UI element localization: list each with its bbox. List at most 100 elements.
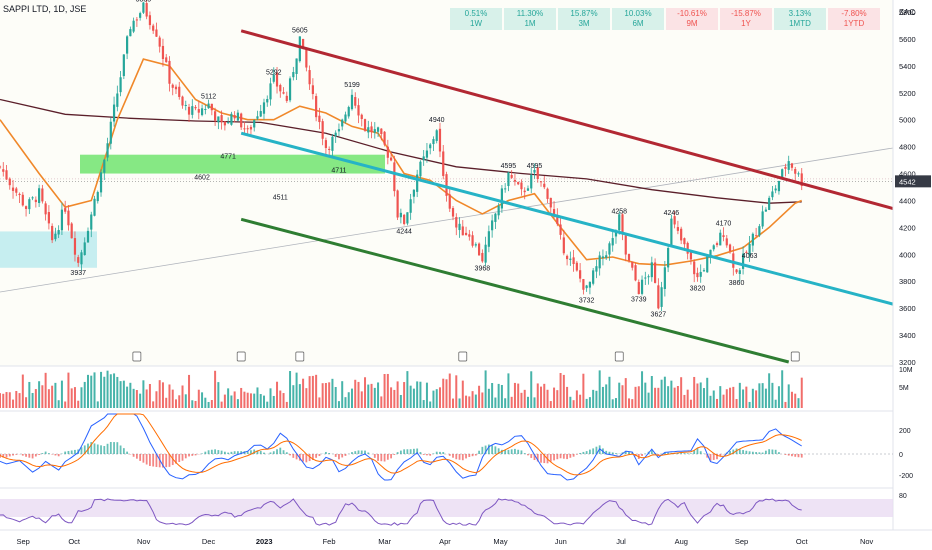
candle-body [755, 235, 758, 237]
macd-histogram-bar [204, 451, 207, 454]
macd-histogram-bar [328, 453, 331, 454]
candle-body [777, 180, 781, 192]
volume-bar [513, 382, 516, 408]
macd-histogram-bar [514, 448, 516, 454]
volume-bar [360, 391, 363, 408]
candle-body [152, 25, 155, 31]
volume-bar [654, 387, 657, 408]
candle-body [370, 126, 373, 133]
performance-value: 0.51% [464, 9, 488, 18]
candle-body [624, 235, 627, 255]
price-tick-label: 5600 [899, 35, 916, 44]
macd-histogram-bar [452, 454, 454, 458]
time-tick-label: Dec [202, 537, 216, 546]
volume-bar [364, 377, 367, 408]
volume-bar [201, 392, 204, 408]
price-annotation: 4258 [611, 209, 627, 216]
volume-bar [706, 377, 709, 408]
candle-body [530, 174, 533, 189]
macd-histogram-bar [386, 454, 389, 460]
macd-histogram-bar [145, 454, 148, 465]
candle-body [605, 255, 608, 258]
candle-body [301, 38, 305, 48]
macd-histogram-bar [589, 449, 591, 454]
volume-bar [90, 375, 93, 408]
volume-bar [644, 382, 647, 408]
volume-bar [634, 386, 637, 408]
volume-bar [406, 371, 409, 408]
candle-body [396, 190, 399, 218]
candle-body [451, 208, 455, 217]
macd-histogram-bar [696, 448, 699, 454]
candle-body [334, 132, 337, 137]
volume-bar [676, 386, 679, 408]
volume-bar [12, 399, 15, 408]
macd-histogram-bar [28, 454, 31, 458]
candle-body [403, 214, 406, 224]
performance-cell: -10.61% 9M [666, 8, 718, 30]
macd-histogram-bar [663, 452, 666, 454]
price-annotation: 3820 [690, 286, 706, 293]
candle-body [647, 276, 650, 278]
macd-histogram-bar [302, 454, 304, 462]
macd-histogram-bar [360, 450, 363, 454]
volume-bar [448, 373, 451, 408]
candle-body [145, 3, 148, 17]
macd-histogram-bar [155, 454, 158, 467]
volume-bar [546, 389, 549, 408]
volume-bar [725, 389, 728, 408]
volume-bar [220, 401, 223, 408]
performance-cell: 3.13% 1MTD [774, 8, 826, 30]
volume-bar [197, 389, 200, 408]
candle-body [761, 211, 764, 227]
candle-body [680, 228, 683, 241]
candle-body [282, 92, 285, 94]
volume-bar [608, 376, 611, 408]
macd-histogram-bar [380, 454, 383, 462]
macd-histogram-bar [399, 450, 402, 454]
macd-histogram-bar [575, 454, 578, 455]
price-tick-label: 5800 [899, 8, 916, 17]
macd-histogram-bar [142, 454, 145, 463]
candle-body [533, 169, 536, 173]
macd-histogram-bar [429, 454, 432, 456]
macd-histogram-bar [439, 451, 441, 454]
volume-bar [126, 386, 129, 408]
volume-bar [266, 401, 269, 408]
candle-body [598, 255, 601, 269]
candle-body [732, 253, 735, 268]
macd-histogram-bar [15, 454, 18, 455]
candle-body [220, 115, 223, 123]
candle-body [31, 197, 34, 199]
event-marker [132, 351, 142, 362]
candle-body [406, 212, 409, 224]
volume-bar [318, 397, 321, 408]
performance-period: 1YTD [843, 19, 865, 28]
price-annotation: 5199 [344, 82, 360, 89]
candle-body [481, 252, 484, 262]
candle-body [214, 111, 217, 121]
candle-body [800, 173, 803, 187]
candle-body [748, 243, 751, 255]
volume-bar [595, 390, 598, 408]
candle-body [565, 255, 569, 260]
channel-upper-line [240, 29, 894, 210]
volume-bar [419, 381, 422, 408]
candle-body [513, 179, 517, 182]
macd-histogram-bar [432, 453, 435, 454]
volume-bar [481, 392, 484, 408]
macd-histogram-bar [615, 453, 617, 454]
price-annotation: 4771 [220, 154, 236, 161]
price-annotation: 5605 [292, 27, 308, 34]
performance-cell: 11.30% 1M [504, 8, 556, 30]
candle-body [38, 188, 41, 204]
volume-bar [520, 392, 523, 408]
macd-histogram-bar [624, 451, 627, 454]
macd-histogram-bar [181, 454, 184, 461]
volume-bar [328, 382, 331, 408]
macd-histogram-bar [308, 454, 311, 462]
macd-histogram-bar [474, 454, 477, 456]
volume-bar [536, 383, 539, 408]
